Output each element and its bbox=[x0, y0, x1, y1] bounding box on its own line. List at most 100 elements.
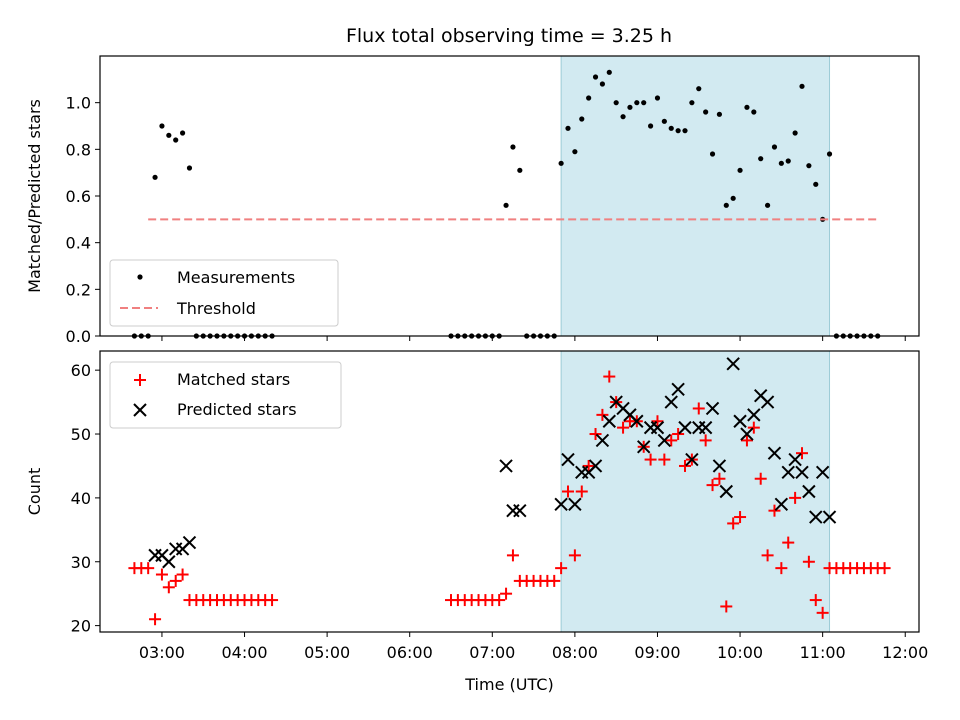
x-tick-label: 03:00 bbox=[139, 643, 185, 662]
matched-stars-point bbox=[727, 517, 740, 530]
measurement-point bbox=[159, 123, 165, 129]
measurement-point bbox=[730, 195, 736, 201]
predicted-stars-point bbox=[760, 395, 775, 409]
predicted-stars-point bbox=[781, 465, 795, 480]
matched-stars-point bbox=[692, 402, 705, 415]
count-y-axis-label: Count bbox=[25, 468, 44, 516]
measurement-point bbox=[723, 202, 729, 208]
matched-stars-point bbox=[789, 491, 802, 504]
matched-stars-point bbox=[720, 600, 733, 613]
ratio-y-axis-label: Matched/Predicted stars bbox=[25, 99, 44, 293]
matched-stars-point bbox=[589, 428, 602, 441]
matched-stars-point bbox=[603, 370, 616, 383]
measurement-point bbox=[152, 174, 158, 180]
matched-stars-point bbox=[734, 511, 747, 524]
x-tick-label: 07:00 bbox=[469, 643, 515, 662]
legend-predicted-label: Predicted stars bbox=[177, 400, 297, 419]
matched-stars-point bbox=[651, 415, 664, 428]
predicted-stars-point bbox=[671, 382, 685, 397]
matched-stars-point bbox=[796, 447, 808, 460]
x-tick-label: 12:00 bbox=[882, 643, 928, 662]
measurement-point bbox=[654, 95, 661, 101]
matched-stars-point bbox=[740, 434, 753, 447]
matched-stars-point bbox=[699, 434, 712, 447]
ratio-legend: Measurements Threshold bbox=[109, 259, 339, 327]
matched-stars-point bbox=[754, 472, 767, 485]
measurement-point bbox=[689, 100, 695, 106]
y-tick-label: 1.0 bbox=[66, 94, 91, 113]
x-axis-label: Time (UTC) bbox=[464, 675, 553, 694]
measurement-point bbox=[579, 116, 585, 122]
matched-stars-point bbox=[617, 421, 630, 434]
measurement-point bbox=[647, 123, 654, 129]
matched-stars-point bbox=[816, 606, 829, 619]
matched-stars-point bbox=[706, 479, 719, 492]
predicted-stars-point bbox=[705, 401, 720, 416]
matched-stars-point bbox=[548, 574, 561, 587]
matched-stars-point bbox=[665, 434, 678, 447]
matched-stars-point bbox=[582, 459, 595, 472]
matched-stars-point bbox=[568, 549, 581, 562]
measurement-point bbox=[771, 144, 778, 150]
predicted-stars-point bbox=[733, 414, 747, 428]
predicted-stars-point bbox=[636, 440, 651, 454]
matched-stars-point bbox=[266, 594, 279, 607]
ratio-axis-ticks: 0.0 0.2 0.4 0.6 0.8 1.0 bbox=[66, 94, 906, 346]
measurement-point bbox=[517, 167, 523, 173]
measurement-point bbox=[661, 118, 667, 124]
count-panel: 03:00 04:00 05:00 06:00 07:00 08:00 09:00 10:00… bbox=[25, 350, 928, 694]
measurement-point bbox=[778, 160, 784, 166]
y-tick-label: 0.4 bbox=[66, 234, 91, 253]
measurement-point bbox=[696, 86, 702, 92]
measurement-point bbox=[613, 100, 619, 106]
measurement-point bbox=[764, 202, 771, 208]
matched-stars-point bbox=[176, 568, 189, 581]
matched-stars-point bbox=[555, 562, 568, 575]
predicted-stars-point bbox=[499, 459, 513, 473]
matched-stars-point bbox=[162, 581, 175, 594]
measurement-point bbox=[641, 100, 647, 106]
measurement-point bbox=[744, 104, 750, 110]
y-tick-label: 40 bbox=[71, 489, 91, 508]
measurement-point bbox=[620, 114, 626, 120]
measurement-point bbox=[703, 109, 709, 115]
y-tick-label: 20 bbox=[71, 617, 91, 636]
measurement-point bbox=[572, 149, 578, 155]
matched-stars-point bbox=[782, 536, 795, 549]
measurement-point bbox=[668, 125, 674, 131]
measurement-point bbox=[592, 74, 599, 80]
y-tick-label: 0.8 bbox=[66, 140, 91, 159]
ratio-series bbox=[131, 69, 881, 339]
predicted-stars-point bbox=[685, 452, 699, 467]
matched-stars-point bbox=[761, 549, 774, 562]
y-tick-label: 0.6 bbox=[66, 187, 91, 206]
measurement-point bbox=[758, 156, 764, 162]
matched-stars-point bbox=[562, 485, 574, 498]
measurement-point bbox=[565, 125, 571, 131]
predicted-stars-point bbox=[148, 548, 162, 563]
matched-stars-point bbox=[142, 562, 155, 575]
predicted-stars-point bbox=[712, 459, 727, 473]
matched-stars-point bbox=[644, 453, 657, 466]
y-tick-label: 50 bbox=[71, 425, 91, 444]
measurement-point bbox=[751, 109, 757, 115]
matched-stars-point bbox=[679, 459, 691, 472]
predicted-stars-point bbox=[182, 535, 197, 550]
measurement-point bbox=[599, 81, 606, 87]
legend-threshold-label: Threshold bbox=[176, 299, 256, 318]
legend-measurements-label: Measurements bbox=[177, 268, 295, 287]
measurement-point bbox=[785, 158, 791, 164]
x-tick-label: 08:00 bbox=[552, 643, 598, 662]
x-tick-label: 04:00 bbox=[221, 643, 267, 662]
measurement-point bbox=[799, 83, 805, 89]
matched-stars-point bbox=[169, 574, 182, 587]
predicted-stars-point bbox=[602, 414, 617, 428]
y-tick-label: 60 bbox=[71, 361, 91, 380]
legend-matched-marker bbox=[134, 374, 146, 386]
measurement-point bbox=[558, 160, 564, 166]
count-axes-frame bbox=[99, 350, 920, 633]
ratio-axes-frame bbox=[99, 55, 920, 337]
measurement-point bbox=[792, 130, 798, 136]
predicted-stars-point bbox=[650, 420, 665, 435]
predicted-stars-point bbox=[802, 484, 816, 499]
